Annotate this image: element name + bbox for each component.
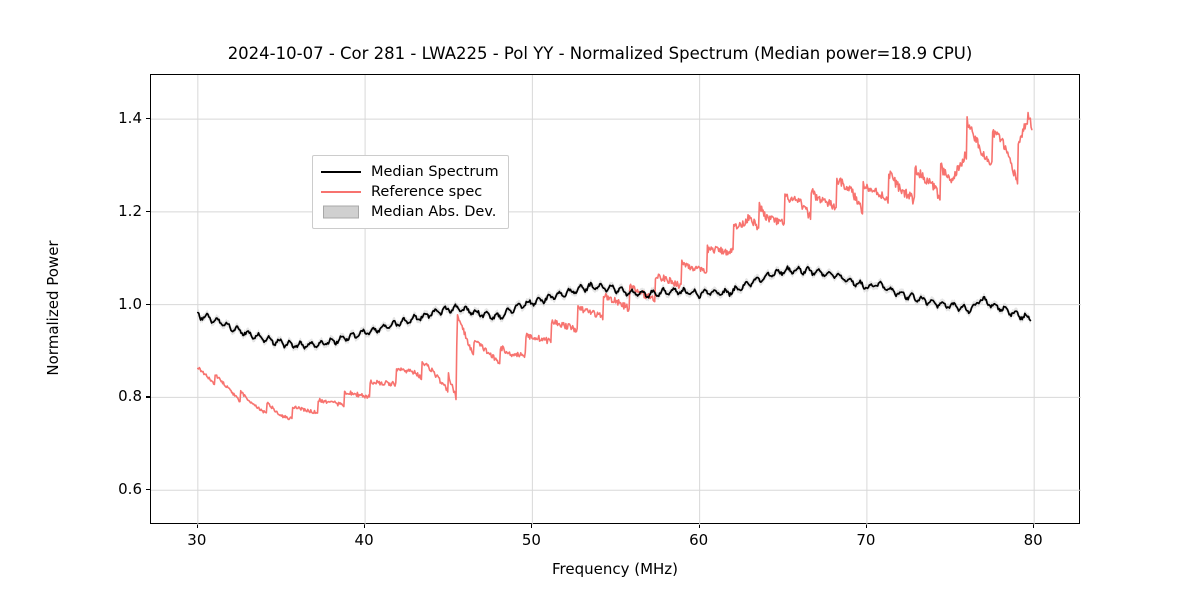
x-tick-label: 50 bbox=[521, 531, 541, 549]
x-axis-label: Frequency (MHz) bbox=[551, 560, 679, 578]
x-tick-mark bbox=[531, 524, 533, 528]
x-tick-mark bbox=[196, 524, 198, 528]
x-tick-label: 80 bbox=[1023, 531, 1043, 549]
series-line-median-spectrum bbox=[196, 265, 1032, 350]
y-tick-label: 1.0 bbox=[118, 294, 142, 313]
legend: Median Spectrum Reference spec Median Ab… bbox=[312, 155, 509, 229]
legend-item-reference-spec: Reference spec bbox=[321, 182, 499, 202]
legend-item-median-abs-dev: Median Abs. Dev. bbox=[321, 202, 499, 222]
legend-line-icon-median-spectrum bbox=[321, 165, 361, 179]
y-tick-label: 1.2 bbox=[118, 201, 142, 220]
x-tick-label: 70 bbox=[856, 531, 876, 549]
y-tick-mark bbox=[146, 118, 150, 120]
median-abs-dev-band bbox=[197, 262, 1031, 353]
x-tick-mark bbox=[364, 524, 366, 528]
legend-patch-icon-median-abs-dev bbox=[321, 205, 361, 219]
plot-svg bbox=[151, 75, 1081, 525]
x-tick-label: 40 bbox=[354, 531, 374, 549]
legend-label-median-spectrum: Median Spectrum bbox=[371, 163, 499, 180]
mad-band-fill bbox=[197, 262, 1031, 353]
y-tick-mark bbox=[146, 396, 150, 398]
series-line-reference-spec bbox=[197, 111, 1033, 421]
x-tick-mark bbox=[865, 524, 867, 528]
x-tick-label: 60 bbox=[689, 531, 709, 549]
y-tick-label: 1.4 bbox=[118, 109, 142, 128]
legend-label-median-abs-dev: Median Abs. Dev. bbox=[371, 203, 497, 220]
legend-line-icon-reference-spec bbox=[321, 185, 361, 199]
x-tick-mark bbox=[698, 524, 700, 528]
y-tick-mark bbox=[146, 489, 150, 491]
legend-label-reference-spec: Reference spec bbox=[371, 183, 483, 200]
y-tick-label: 0.6 bbox=[118, 480, 142, 499]
y-tick-mark bbox=[146, 303, 150, 305]
chart-title: 2024-10-07 - Cor 281 - LWA225 - Pol YY -… bbox=[227, 44, 973, 63]
x-tick-mark bbox=[1033, 524, 1035, 528]
plot-area: Median Spectrum Reference spec Median Ab… bbox=[150, 74, 1081, 525]
legend-item-median-spectrum: Median Spectrum bbox=[321, 162, 499, 182]
y-tick-mark bbox=[146, 210, 150, 212]
x-tick-label: 30 bbox=[187, 531, 207, 549]
y-tick-label: 0.8 bbox=[118, 387, 142, 406]
